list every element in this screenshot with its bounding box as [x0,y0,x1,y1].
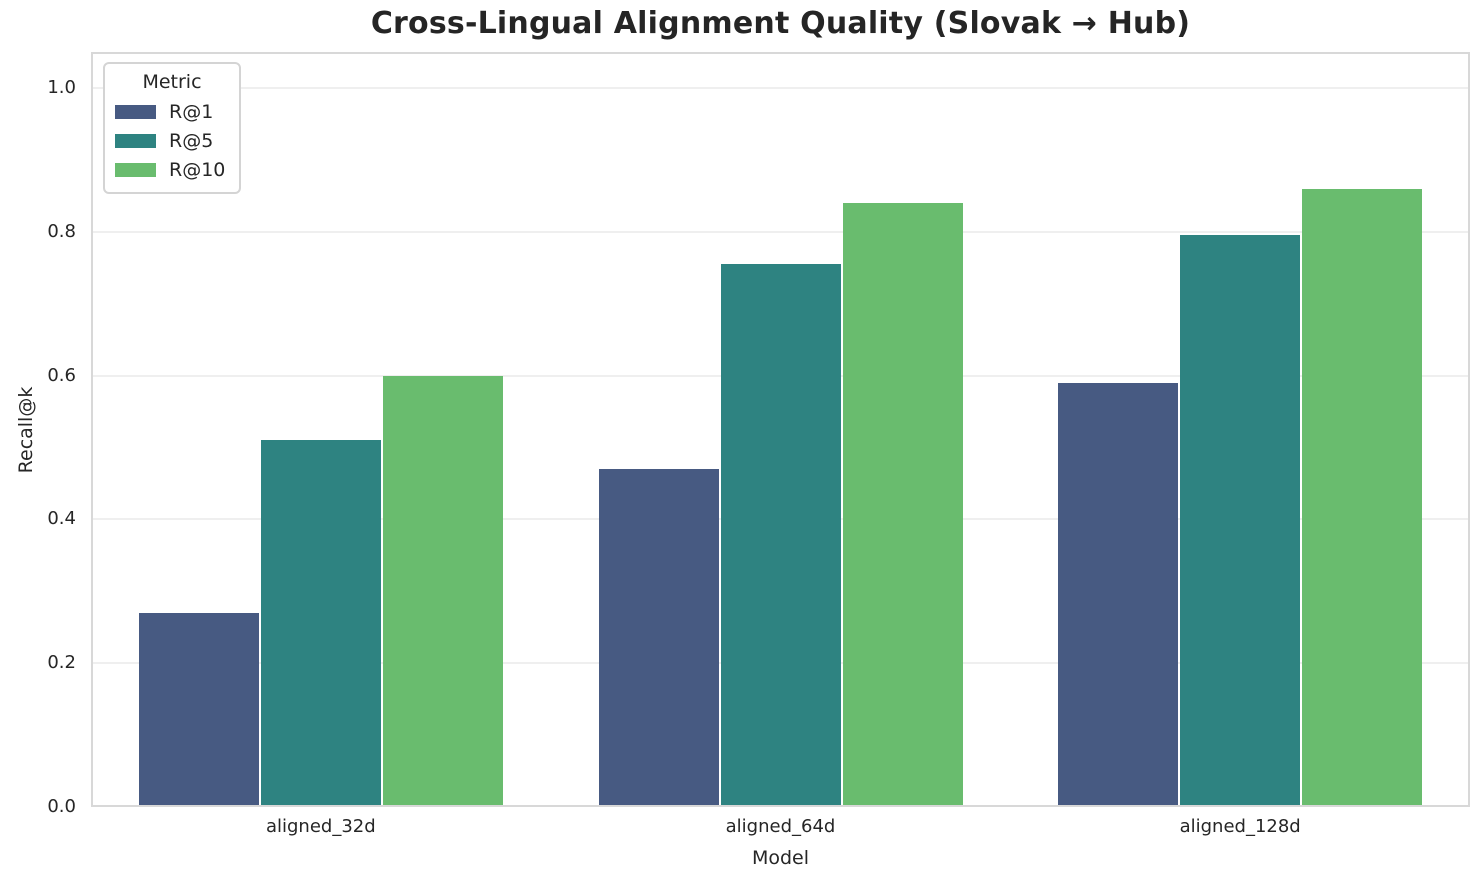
legend-swatch-icon [115,104,156,119]
legend-swatch-icon [115,133,156,148]
bar-R@5-aligned_128d [1180,235,1301,807]
legend-item-label: R@1 [169,100,214,123]
bar-R@10-aligned_64d [842,203,963,807]
x-tick-label-aligned_64d: aligned_64d [725,816,836,837]
legend-item-label: R@10 [169,158,226,181]
chart-title: Cross-Lingual Alignment Quality (Slovak … [370,6,1191,41]
legend-item-R@1: R@1 [105,97,239,126]
y-axis-label: Recall@k [15,386,37,474]
bar-R@1-aligned_128d [1058,382,1179,807]
legend-title: Metric [142,71,202,93]
bar-R@1-aligned_64d [598,469,719,807]
x-tick-label-aligned_128d: aligned_128d [1179,816,1301,837]
legend-item-R@10: R@10 [105,155,239,184]
gridline [91,230,1470,233]
bar-R@10-aligned_32d [382,375,503,807]
y-tick-label: 0.0 [47,796,76,817]
plot-area [91,52,1470,807]
gridline [91,86,1470,89]
y-tick-label: 0.4 [47,508,76,530]
x-axis-label: Model [751,847,810,869]
legend-item-label: R@5 [169,129,214,152]
bar-R@5-aligned_64d [720,264,841,807]
bar-R@10-aligned_128d [1302,188,1423,807]
legend: Metric R@1 R@5 R@10 [103,62,241,194]
bar-R@1-aligned_32d [138,612,259,807]
x-tick-label-aligned_32d: aligned_32d [265,816,376,837]
legend-item-R@5: R@5 [105,126,239,155]
bar-R@5-aligned_32d [260,440,381,807]
y-tick-label: 0.8 [47,220,76,242]
y-tick-label: 0.2 [47,652,76,674]
legend-items: R@1 R@5 R@10 [105,97,239,184]
y-tick-label: 0.6 [47,364,76,386]
legend-swatch-icon [115,162,156,177]
y-tick-label: 1.0 [47,76,76,98]
